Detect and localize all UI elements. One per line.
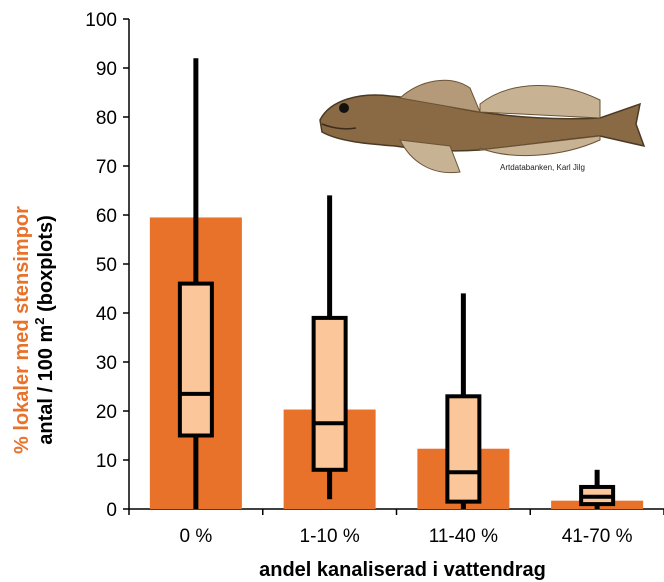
x-tick-label: 1-10 % [300,526,360,547]
box [177,281,214,438]
x-tick-label: 11-40 % [429,526,498,547]
y-tick-label: 20 [96,402,117,423]
y-tick-label: 90 [96,59,117,80]
box [311,315,348,472]
y-tick-label: 50 [96,255,117,276]
x-tick-label: 0 % [180,526,213,547]
y-tick-label: 40 [96,304,117,325]
y-tick-label: 70 [96,157,117,178]
image-credit: Artdatabanken, Karl Jilg [500,163,585,172]
y-axis-label-primary: % lokaler med stensimpor [11,206,33,454]
y-tick-label: 30 [96,353,117,374]
y-tick-label: 0 [106,500,117,521]
y-axis-label: % lokaler med stensimpor antal / 100 m2 … [11,206,57,454]
y-tick-label: 80 [96,108,117,129]
y-axis-label-secondary: antal / 100 m2 (boxplots) [32,215,57,445]
x-tick-label: 41-70 % [562,526,633,547]
stensimpa-fish-icon: Artdatabanken, Karl Jilg [319,79,646,174]
box [445,394,482,504]
y-tick-label: 100 [85,10,117,31]
y-tick-label: 60 [96,206,117,227]
y-tick-label: 10 [96,451,117,472]
x-axis-label: andel kanaliserad i vattendrag [259,559,546,581]
